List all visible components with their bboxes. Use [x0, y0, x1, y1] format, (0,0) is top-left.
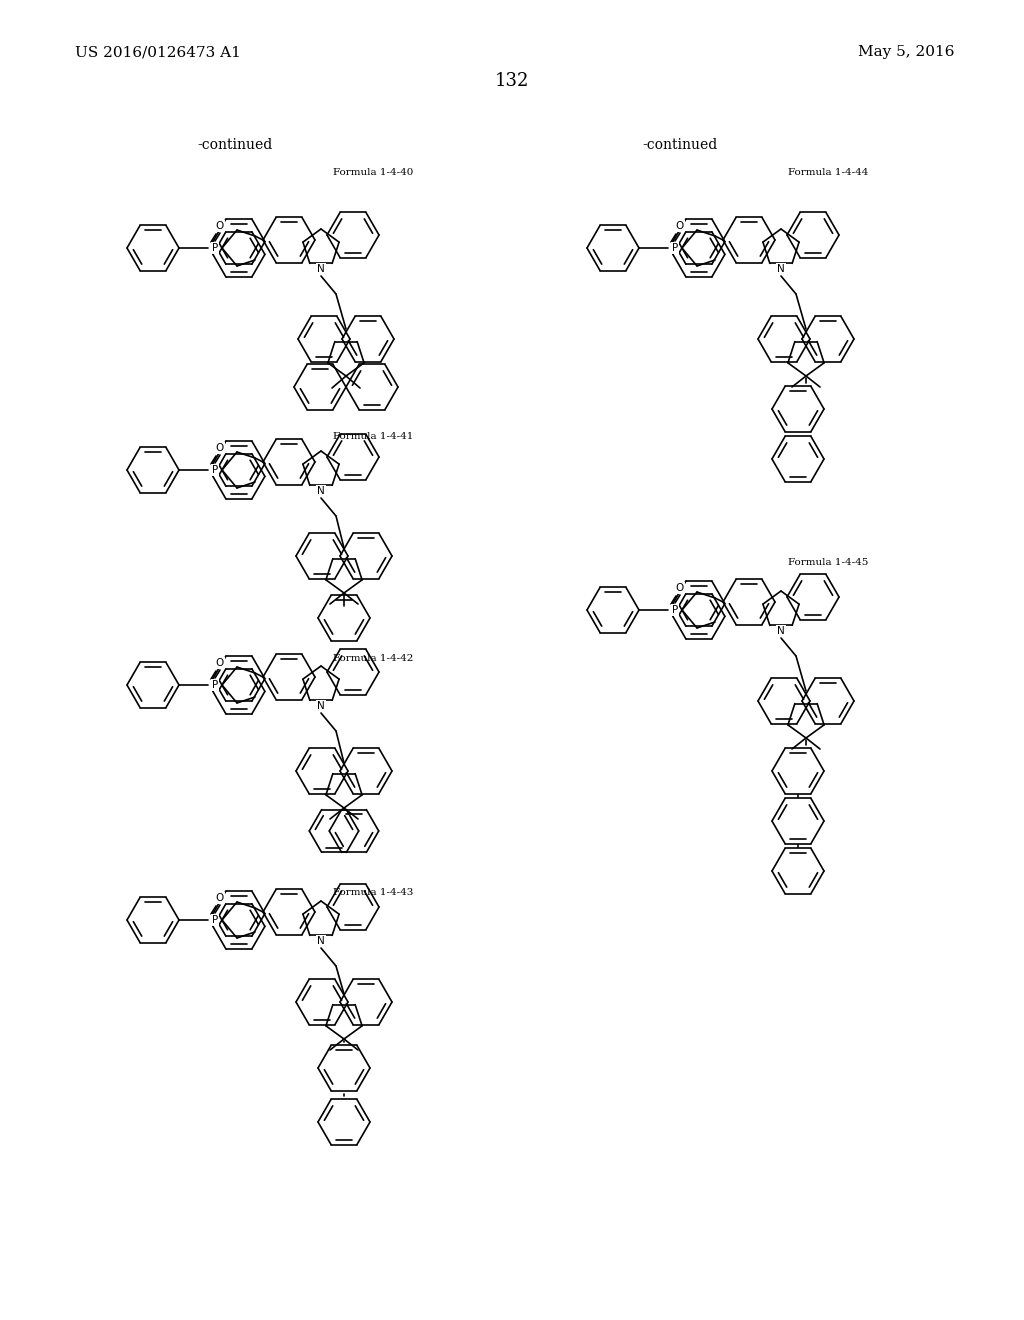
Text: Formula 1-4-41: Formula 1-4-41 — [333, 432, 414, 441]
Text: 132: 132 — [495, 73, 529, 90]
Text: Formula 1-4-40: Formula 1-4-40 — [333, 168, 414, 177]
Text: P: P — [212, 465, 218, 475]
Text: N: N — [317, 701, 325, 711]
Text: P: P — [672, 243, 678, 253]
Text: Formula 1-4-44: Formula 1-4-44 — [788, 168, 868, 177]
Text: O: O — [676, 220, 684, 231]
Text: P: P — [212, 915, 218, 925]
Text: O: O — [216, 894, 224, 903]
Text: May 5, 2016: May 5, 2016 — [858, 45, 955, 59]
Text: O: O — [216, 220, 224, 231]
Text: N: N — [317, 264, 325, 275]
Text: -continued: -continued — [198, 139, 272, 152]
Text: Formula 1-4-42: Formula 1-4-42 — [333, 653, 414, 663]
Text: P: P — [672, 605, 678, 615]
Text: O: O — [676, 583, 684, 593]
Text: N: N — [777, 626, 784, 636]
Text: -continued: -continued — [642, 139, 718, 152]
Text: O: O — [216, 657, 224, 668]
Text: N: N — [317, 486, 325, 496]
Text: N: N — [777, 264, 784, 275]
Text: O: O — [216, 444, 224, 453]
Text: P: P — [212, 680, 218, 690]
Text: P: P — [212, 243, 218, 253]
Text: Formula 1-4-43: Formula 1-4-43 — [333, 888, 414, 898]
Text: Formula 1-4-45: Formula 1-4-45 — [788, 558, 868, 568]
Text: N: N — [317, 936, 325, 946]
Text: US 2016/0126473 A1: US 2016/0126473 A1 — [75, 45, 241, 59]
